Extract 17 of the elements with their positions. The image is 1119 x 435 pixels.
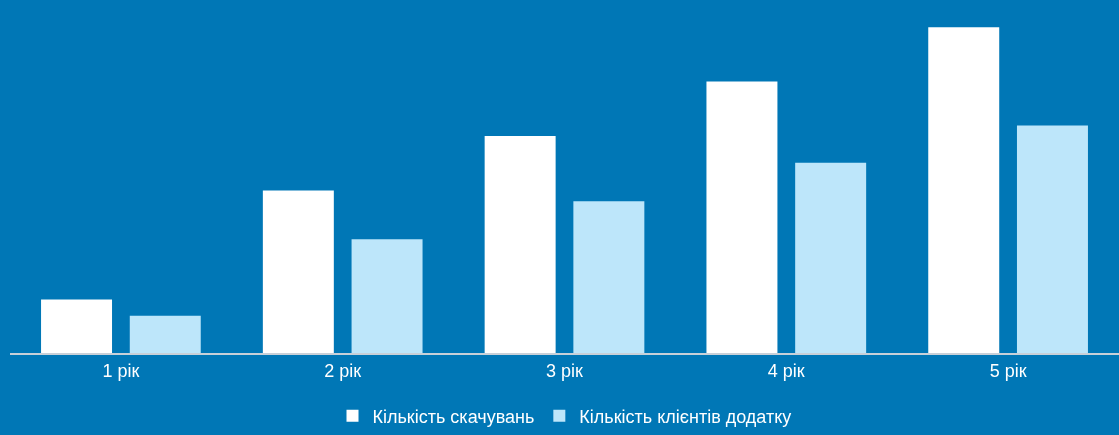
x-tick-label: 3 рік [546,360,584,381]
bar [41,299,113,353]
legend-label: Кількість клієнтів додатку [579,406,792,427]
bar [706,81,778,353]
x-tick-label: 1 рік [102,360,140,381]
bar [484,135,556,353]
x-tick-label: 4 рік [767,360,805,381]
bar [928,27,1000,353]
bar [262,190,334,353]
x-tick-label: 5 рік [989,360,1027,381]
bar [573,201,645,353]
bar [129,315,201,353]
bar [351,239,423,353]
bar [795,162,867,353]
legend-label: Кількість скачувань [372,406,535,427]
x-tick-label: 2 рік [324,360,362,381]
bar [1016,125,1088,353]
